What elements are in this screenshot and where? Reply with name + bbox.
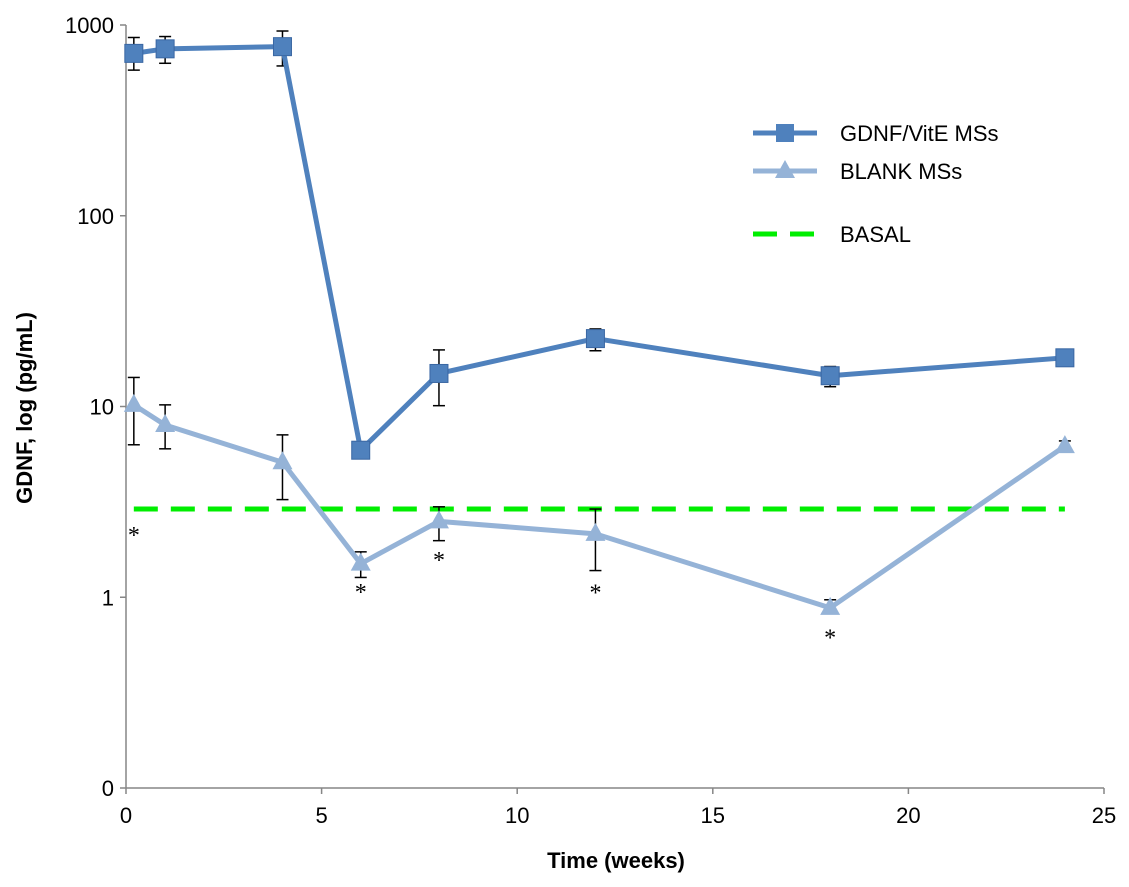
data-point [155, 413, 176, 432]
data-point [351, 440, 371, 460]
significance-asterisk: * [589, 581, 601, 607]
legend-label: GDNF/VitE MSs [840, 121, 999, 146]
data-point [429, 363, 449, 383]
significance-asterisk: * [355, 580, 367, 606]
y-tick-label: 1000 [65, 13, 114, 38]
x-tick-label: 0 [120, 803, 132, 828]
data-point [820, 596, 841, 615]
series-line [132, 402, 1067, 611]
y-tick-label: 1 [102, 585, 114, 610]
data-point [1055, 348, 1075, 368]
x-tick-label: 5 [315, 803, 327, 828]
y-tick-label: 10 [90, 395, 114, 420]
x-tick-label: 20 [896, 803, 920, 828]
data-point [820, 366, 840, 386]
data-point [350, 552, 371, 571]
data-point [124, 43, 144, 63]
data-point [585, 329, 605, 349]
series-line [133, 44, 1066, 453]
data-point [272, 451, 293, 470]
y-axis-title: GDNF, log (pg/mL) [12, 312, 37, 504]
significance-asterisk: * [824, 625, 836, 651]
significance-asterisk: * [433, 548, 445, 574]
legend-label: BASAL [840, 222, 911, 247]
legend-swatch-marker [775, 160, 795, 178]
x-tick-label: 25 [1092, 803, 1116, 828]
axes: 0 1 10 100 1000 0 5 10 15 20 25 [65, 13, 1116, 828]
error-bars-layer [127, 30, 1071, 608]
x-tick-label: 15 [701, 803, 725, 828]
data-point [428, 510, 449, 529]
series-lines-layer [132, 44, 1067, 611]
legend: GDNF/VitE MSs BLANK MSs BASAL [753, 121, 999, 247]
data-point [155, 39, 175, 59]
markers-layer [123, 37, 1075, 615]
y-tick-label: 100 [77, 204, 114, 229]
annotations-layer: * * * * * [128, 523, 836, 651]
data-point [272, 37, 292, 57]
x-tick-label: 10 [505, 803, 529, 828]
data-point [585, 522, 606, 541]
data-point [123, 393, 144, 412]
significance-asterisk: * [128, 523, 140, 549]
data-point [1054, 435, 1075, 454]
legend-label: BLANK MSs [840, 159, 962, 184]
y-tick-label: 0 [102, 776, 114, 801]
x-axis-title: Time (weeks) [547, 848, 685, 873]
legend-swatch-marker [776, 124, 794, 142]
